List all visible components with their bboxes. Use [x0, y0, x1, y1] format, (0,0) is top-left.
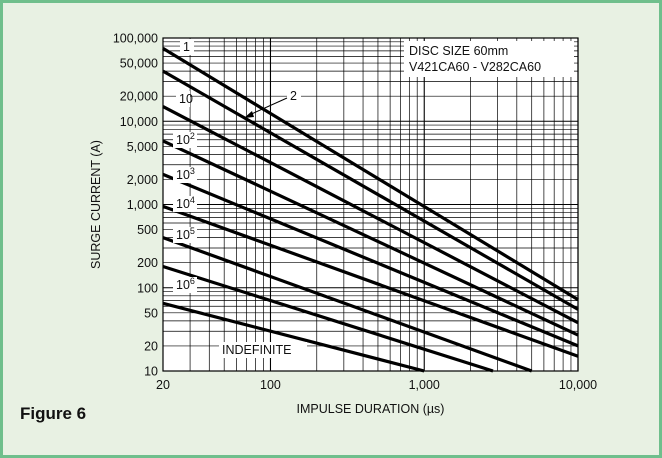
series-label-text: 1 [183, 40, 190, 54]
series-line [162, 105, 579, 325]
y-tick-label: 100 [137, 281, 158, 295]
y-tick-label: 100,000 [113, 32, 158, 46]
series-label-bg [173, 277, 197, 293]
series-label-2: 2 [244, 87, 301, 118]
plot-border [162, 37, 579, 372]
series-label-bg [173, 167, 197, 183]
y-tick-label: 200 [137, 256, 158, 270]
figure-label: Figure 6 [20, 404, 87, 423]
series-line [162, 69, 579, 311]
series-label-bg [219, 342, 307, 358]
y-tick-label: 5,000 [127, 140, 158, 154]
y-tick-label: 500 [137, 223, 158, 237]
series-line [162, 172, 579, 348]
series-label-bg [287, 87, 301, 103]
y-tick-label: 50,000 [120, 57, 158, 71]
series-lines [162, 47, 579, 373]
series-label-INDEFINITE: INDEFINITE [219, 342, 307, 358]
series-label-text: 2 [290, 89, 297, 103]
series-label-10³: 103 [173, 166, 197, 183]
series-label-10⁶: 106 [173, 276, 197, 293]
series-label-bg [176, 91, 190, 107]
series-label-text: INDEFINITE [222, 343, 291, 357]
y-tick-label: 2,000 [127, 173, 158, 187]
y-tick-label: 1,000 [127, 198, 158, 212]
series-label-bg [180, 39, 194, 55]
series-labels: 1 10 102 103 104 105 106 INDEFINITE 2 [173, 39, 307, 358]
series-label-text: 10 [179, 92, 193, 106]
series-line [162, 264, 494, 373]
y-tick-label: 20,000 [120, 90, 158, 104]
x-tick-label: 10,000 [559, 378, 597, 392]
annotation-box [404, 41, 574, 77]
x-tick-label: 1,000 [409, 378, 440, 392]
series-line [162, 47, 579, 301]
axis-ticks: 100,000 50,000 20,000 10,000 5,000 2,000 1,000… [113, 32, 597, 393]
series-label-10⁵: 105 [173, 226, 197, 243]
series-label-10²: 102 [173, 131, 197, 148]
series-label-10: 10 [176, 91, 193, 107]
series-label-bg [173, 227, 197, 243]
series-label-bg [173, 196, 197, 212]
disc-size-annotation: DISC SIZE 60mm V421CA60 - V282CA60 [404, 41, 574, 77]
series-line [162, 204, 579, 358]
series-label-1: 1 [180, 39, 194, 55]
y-axis-label: SURGE CURRENT (A) [89, 140, 103, 269]
y-tick-label: 50 [144, 306, 158, 320]
y-tick-label: 10,000 [120, 115, 158, 129]
label-arrowhead [244, 111, 254, 118]
series-line [162, 139, 579, 337]
series-label-bg [173, 132, 197, 148]
x-tick-label: 100 [260, 378, 281, 392]
y-tick-label: 20 [144, 339, 158, 353]
y-tick-label: 10 [144, 365, 158, 379]
annotation-line-2: V421CA60 - V282CA60 [409, 60, 541, 74]
annotation-line-1: DISC SIZE 60mm [409, 44, 508, 58]
series-line [162, 236, 533, 373]
label-leader-line [246, 97, 288, 117]
series-label-10⁴: 104 [173, 195, 197, 212]
x-tick-label: 20 [156, 378, 170, 392]
x-axis-label: IMPULSE DURATION (µs) [297, 402, 445, 416]
series-line [162, 301, 425, 373]
